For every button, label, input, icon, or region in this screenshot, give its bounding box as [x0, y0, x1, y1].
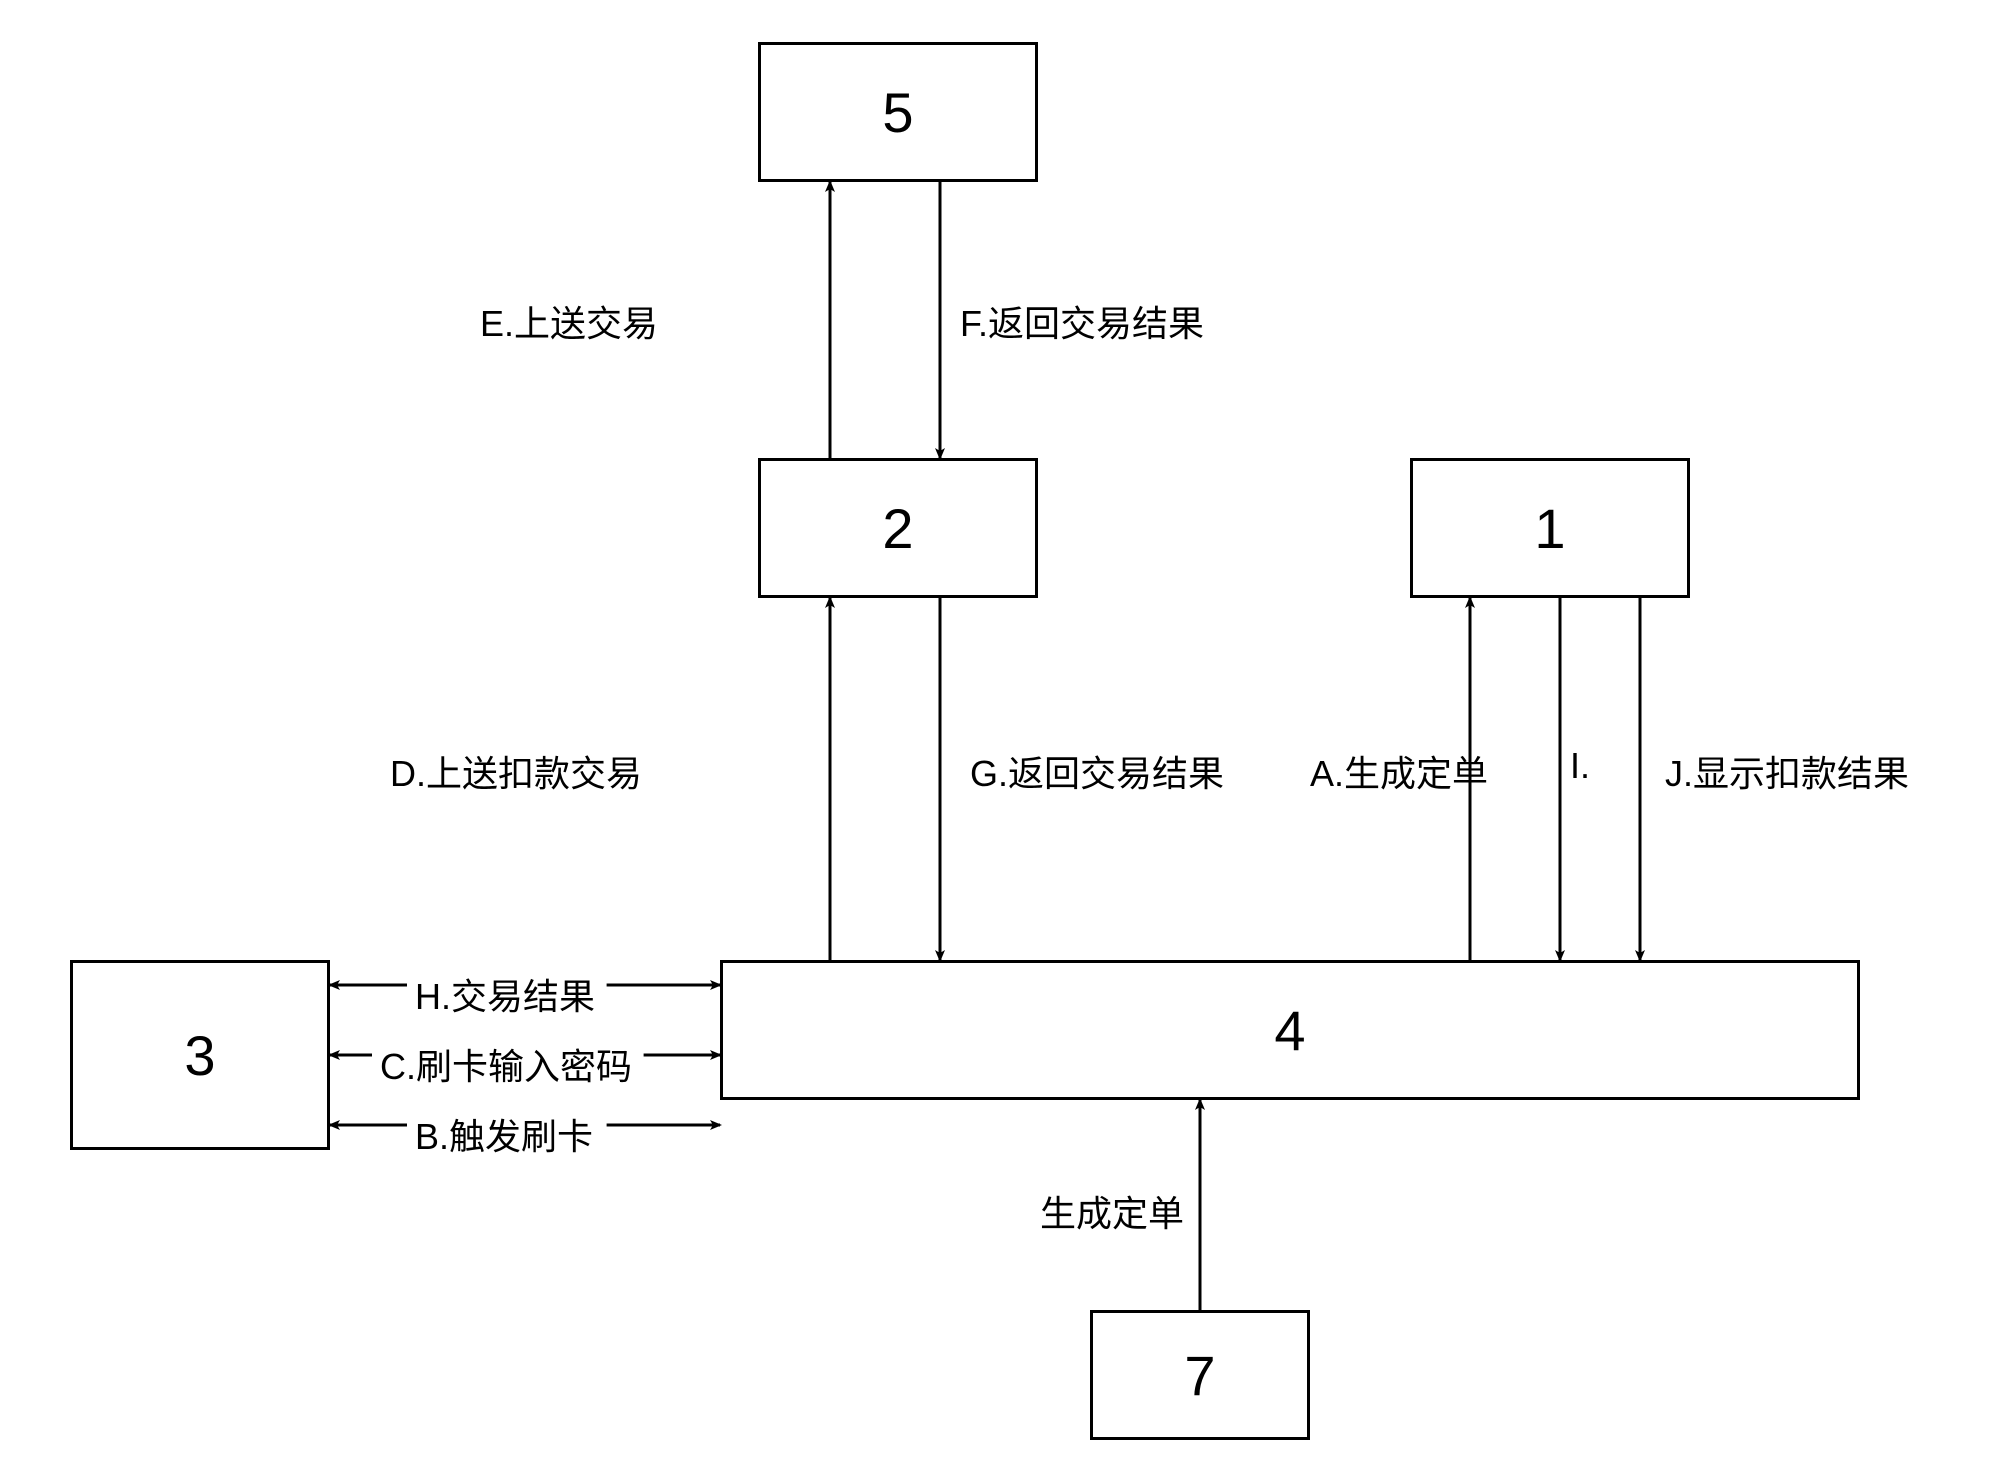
- edge-label-B: B.触发刷卡: [415, 1108, 593, 1160]
- edge-label-order: 生成定单: [1040, 1185, 1184, 1237]
- edge-label-I: I.: [1570, 745, 1590, 787]
- node-3: 3: [70, 960, 330, 1150]
- edge-label-D: D.上送扣款交易: [390, 745, 642, 797]
- edge-label-H: H.交易结果: [415, 968, 595, 1020]
- node-2: 2: [758, 458, 1038, 598]
- node-4-label: 4: [1274, 998, 1305, 1063]
- node-1-label: 1: [1534, 496, 1565, 561]
- node-1: 1: [1410, 458, 1690, 598]
- edge-label-F: F.返回交易结果: [960, 295, 1204, 347]
- edge-label-G: G.返回交易结果: [970, 745, 1224, 797]
- edge-label-A: A.生成定单: [1310, 745, 1488, 797]
- edge-label-E: E.上送交易: [480, 295, 658, 347]
- node-5-label: 5: [882, 80, 913, 145]
- edge-label-C: C.刷卡输入密码: [380, 1038, 632, 1090]
- edge-label-J: J.显示扣款结果: [1665, 745, 1909, 797]
- node-7: 7: [1090, 1310, 1310, 1440]
- node-2-label: 2: [882, 496, 913, 561]
- node-7-label: 7: [1184, 1343, 1215, 1408]
- node-3-label: 3: [184, 1023, 215, 1088]
- node-4: 4: [720, 960, 1860, 1100]
- edges-layer: [0, 0, 2001, 1479]
- node-5: 5: [758, 42, 1038, 182]
- flowchart-diagram: 5 2 1 3 4 7 E.上送交易 F.返回交易结果 D.上送扣款交易 G.返…: [0, 0, 2001, 1479]
